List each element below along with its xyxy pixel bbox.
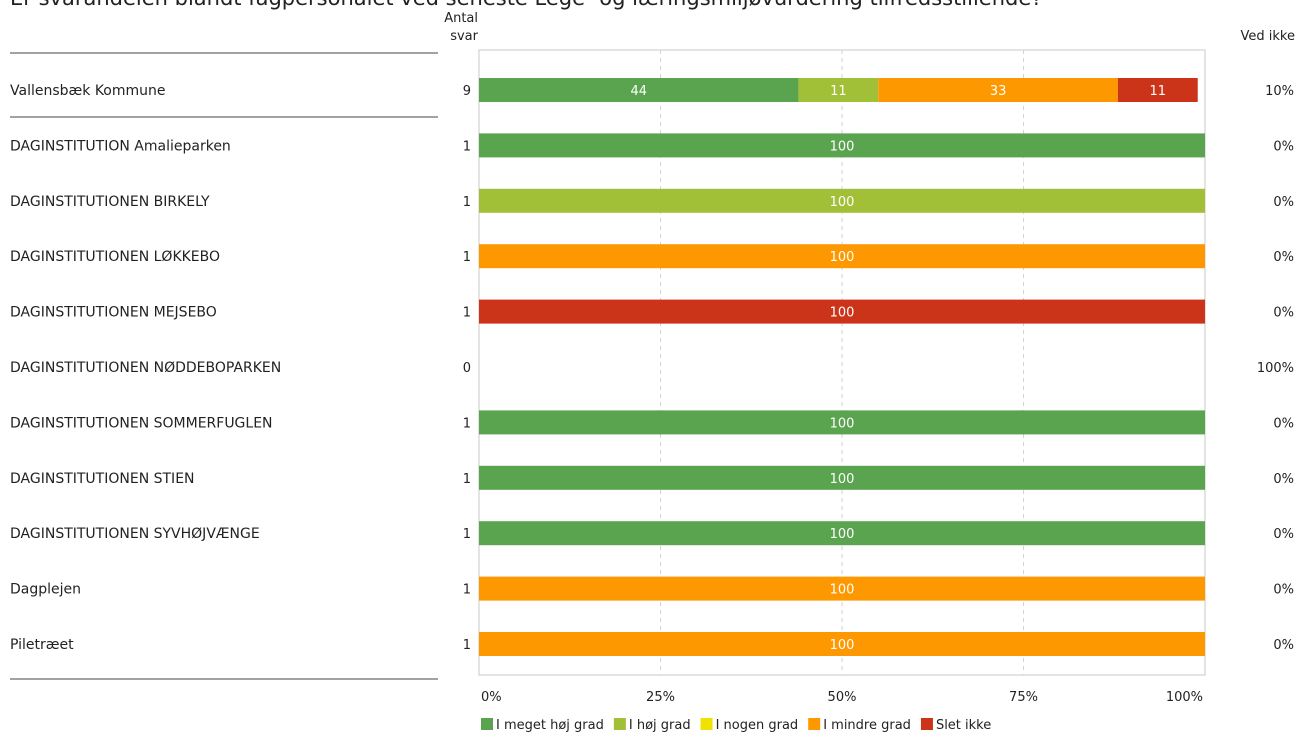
ved-ikke-value: 10% [1265, 84, 1294, 99]
bar-segment [798, 78, 879, 102]
count-header-line2: svar [450, 29, 478, 44]
row-label: Piletræet [10, 637, 74, 653]
row-label: Dagplejen [10, 582, 81, 598]
bar-row: DAGINSTITUTIONEN SYVHØJVÆNGE 1 0% 100 [10, 521, 1294, 546]
row-label: Vallensbæk Kommune [10, 83, 166, 99]
ved-ikke-value: 0% [1273, 416, 1294, 431]
segment-value-label: 44 [630, 84, 647, 99]
bar-segment [479, 632, 1205, 656]
ved-ikke-value: 0% [1273, 306, 1294, 321]
bar-row: DAGINSTITUTIONEN SOMMERFUGLEN 1 0% 100 [10, 410, 1294, 435]
row-label: DAGINSTITUTIONEN MEJSEBO [10, 305, 217, 321]
x-tick-label: 25% [646, 690, 675, 705]
ved-ikke-value: 0% [1273, 638, 1294, 653]
x-tick-label: 0% [481, 690, 502, 705]
bar-row: DAGINSTITUTIONEN BIRKELY 1 0% 100 [10, 188, 1294, 213]
ved-ikke-value: 0% [1273, 250, 1294, 265]
row-count: 1 [463, 527, 471, 542]
legend-label: I meget høj grad [496, 718, 604, 733]
segment-value-label: 33 [990, 84, 1007, 99]
legend-swatch [920, 718, 933, 730]
bar-segment [479, 410, 1205, 435]
row-label: DAGINSTITUTIONEN SYVHØJVÆNGE [10, 526, 260, 542]
segment-value-label: 11 [1150, 84, 1167, 99]
bar-row: Piletræet 1 0% 100 [10, 632, 1294, 656]
row-label: DAGINSTITUTION Amalieparken [10, 138, 231, 154]
legend-label: Slet ikke [936, 718, 991, 733]
bar-row: Dagplejen 1 0% 100 [10, 576, 1294, 601]
segment-value-label: 100 [830, 306, 855, 321]
segment-value-label: 11 [830, 84, 847, 99]
row-label: DAGINSTITUTIONEN STIEN [10, 471, 195, 487]
bar-row: DAGINSTITUTIONEN NØDDEBOPARKEN 0 100% [10, 360, 1294, 376]
legend-label: I mindre grad [823, 718, 911, 733]
bar-segment [878, 78, 1118, 102]
legend-swatch [613, 718, 626, 730]
row-count: 1 [463, 416, 471, 431]
x-tick-label: 75% [1009, 690, 1038, 705]
row-count: 1 [463, 583, 471, 598]
segment-value-label: 100 [830, 638, 855, 653]
row-count: 0 [463, 361, 471, 376]
ved-ikke-value: 0% [1273, 195, 1294, 210]
legend-swatch [481, 718, 493, 730]
bar-row: DAGINSTITUTIONEN LØKKEBO 1 0% 100 [10, 244, 1294, 269]
legend-label: I nogen grad [716, 718, 799, 733]
grid [10, 49, 1206, 680]
chart-title: Er svarandelen blandt fagpersonalet ved … [10, 0, 1042, 10]
bar-row: Vallensbæk Kommune 9 10% 44 11 33 11 [10, 78, 1294, 102]
row-count: 9 [463, 84, 471, 99]
x-axis: 0% 25% 50% 75% 100% [481, 690, 1203, 705]
ved-ikke-value: 0% [1273, 472, 1294, 487]
bar-segment [1117, 78, 1198, 102]
bar-segment [479, 188, 1205, 213]
legend-swatch [808, 718, 821, 730]
row-count: 1 [463, 250, 471, 265]
segment-value-label: 100 [830, 416, 855, 431]
row-label: DAGINSTITUTIONEN LØKKEBO [10, 249, 220, 265]
segment-value-label: 100 [830, 527, 855, 542]
legend: I meget høj grad I høj grad I nogen grad I … [481, 718, 991, 733]
bar-segment [479, 133, 1205, 158]
bar-segment [479, 576, 1205, 601]
row-count: 1 [463, 306, 471, 321]
segment-value-label: 100 [830, 472, 855, 487]
ved-ikke-value: 100% [1257, 361, 1294, 376]
row-count: 1 [463, 139, 471, 154]
row-label: DAGINSTITUTIONEN BIRKELY [10, 194, 210, 210]
ved-ikke-value: 0% [1273, 583, 1294, 598]
legend-swatch [700, 718, 713, 730]
segment-value-label: 100 [830, 250, 855, 265]
ved-ikke-value: 0% [1273, 139, 1294, 154]
bar-segment [479, 78, 799, 102]
segment-value-label: 100 [830, 139, 855, 154]
row-count: 1 [463, 472, 471, 487]
row-count: 1 [463, 638, 471, 653]
legend-label: I høj grad [629, 718, 691, 733]
bar-row: DAGINSTITUTIONEN MEJSEBO 1 0% 100 [10, 299, 1294, 324]
row-label: DAGINSTITUTIONEN NØDDEBOPARKEN [10, 360, 281, 376]
segment-value-label: 100 [830, 195, 855, 210]
bar-segment [479, 521, 1205, 546]
bar-segment [479, 465, 1205, 490]
ved-ikke-header: Ved ikke [1241, 29, 1295, 44]
x-tick-label: 50% [828, 690, 857, 705]
bar-row: DAGINSTITUTIONEN STIEN 1 0% 100 [10, 465, 1294, 490]
segment-value-label: 100 [830, 583, 855, 598]
row-count: 1 [463, 195, 471, 210]
ved-ikke-value: 0% [1273, 527, 1294, 542]
bar-segment [479, 299, 1205, 324]
rows: Vallensbæk Kommune 9 10%44 11 33 11DAGINSTITU… [10, 78, 1294, 656]
bar-row: DAGINSTITUTION Amalieparken 1 0% 100 [10, 133, 1294, 158]
count-header-line1: Antal [444, 11, 478, 26]
x-tick-label: 100% [1166, 690, 1203, 705]
row-label: DAGINSTITUTIONEN SOMMERFUGLEN [10, 415, 273, 431]
bar-segment [479, 244, 1205, 269]
